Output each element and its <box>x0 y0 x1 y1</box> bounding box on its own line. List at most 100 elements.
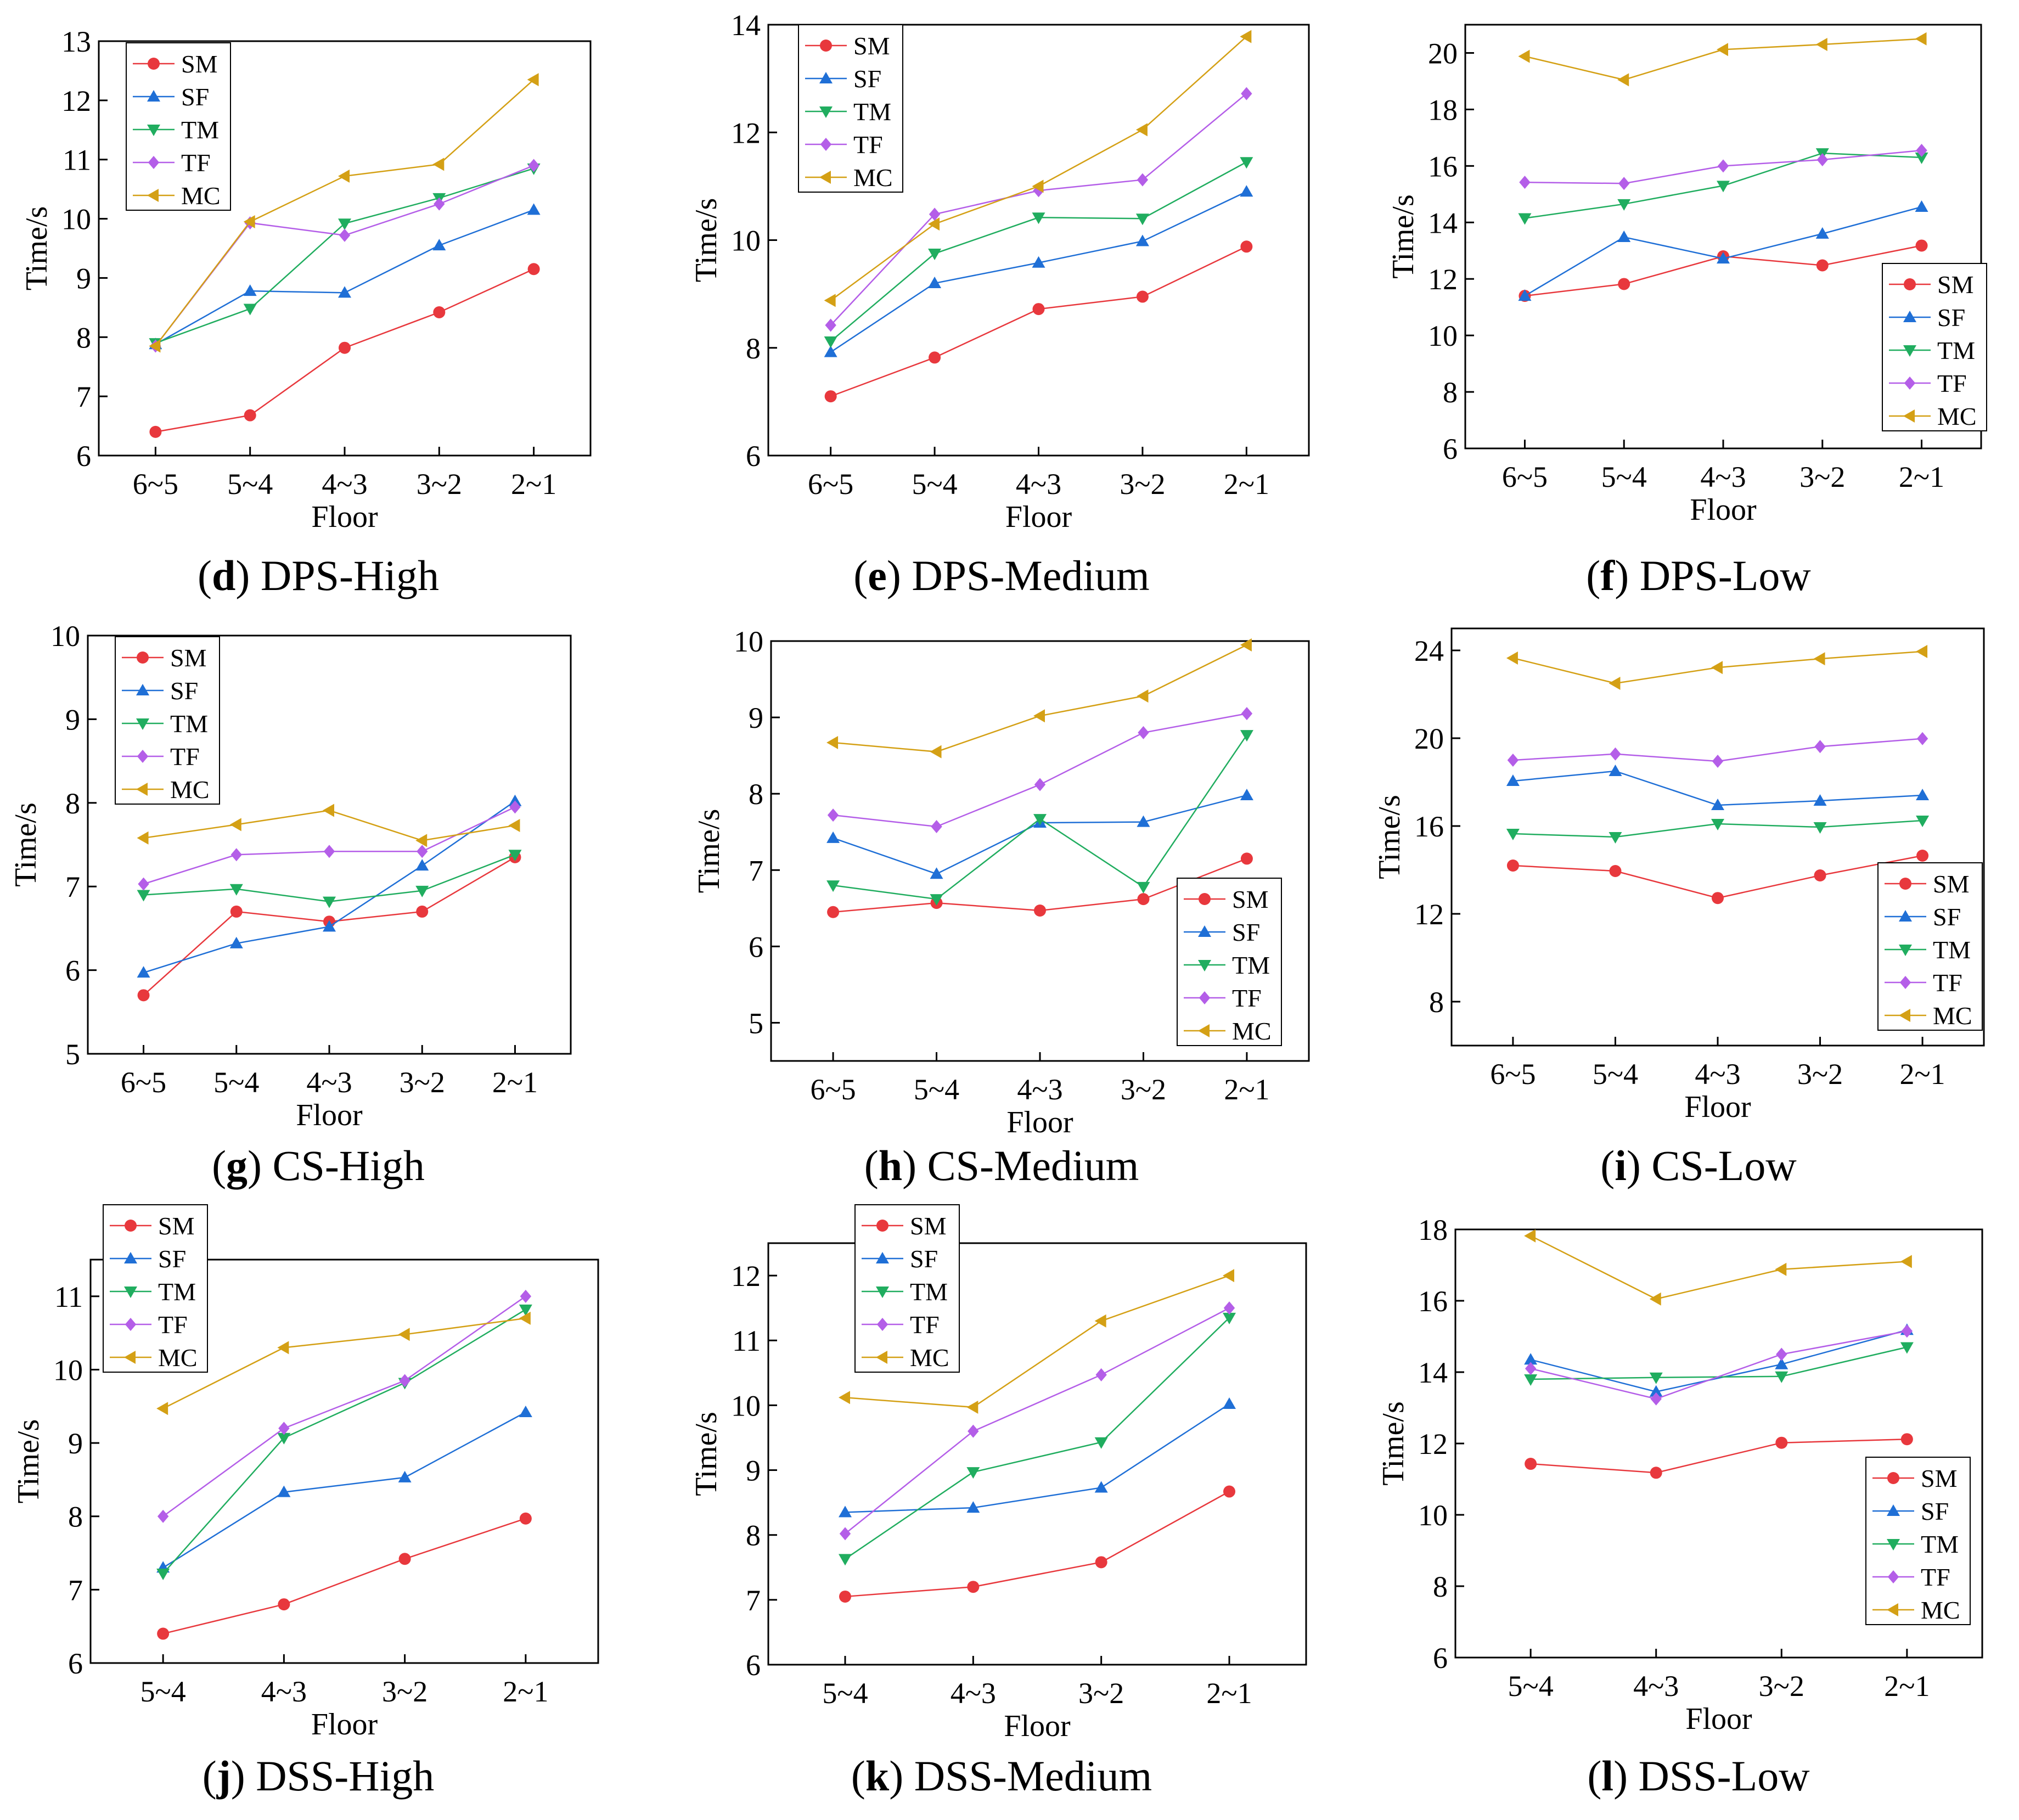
legend-label-mc: MC <box>1937 402 1977 430</box>
point-tm <box>1813 822 1827 834</box>
caption-letter: d <box>212 552 235 599</box>
legend-label-mc: MC <box>170 776 210 804</box>
point-mc <box>1240 30 1252 43</box>
x-tick-label: 4~3 <box>306 1066 352 1099</box>
caption-name: DSS-Medium <box>903 1752 1152 1800</box>
x-tick-label: 4~3 <box>1016 468 1061 501</box>
legend-label-sm: SM <box>853 32 890 60</box>
point-sm <box>839 1590 851 1603</box>
x-tick-label: 4~3 <box>1017 1073 1062 1106</box>
series-line-sf <box>833 794 1247 875</box>
point-mc <box>156 1402 168 1415</box>
point-tf <box>1241 87 1252 100</box>
point-sf <box>1915 200 1928 212</box>
series-line-tf <box>1530 1330 1908 1400</box>
point-tm <box>1617 199 1631 211</box>
x-tick-label: 3~2 <box>1797 1058 1843 1091</box>
point-mc <box>839 1391 850 1405</box>
legend-label-sf: SF <box>158 1245 186 1273</box>
point-sm <box>433 306 446 318</box>
y-axis-title: Time/s <box>692 809 726 894</box>
point-sf <box>398 1470 412 1482</box>
point-sm <box>1816 259 1829 272</box>
point-sm <box>244 409 256 422</box>
y-tick-label: 6 <box>65 954 80 987</box>
caption-name: DPS-High <box>250 552 439 599</box>
legend-marker-mc <box>1198 1024 1210 1037</box>
point-sm <box>1916 850 1929 862</box>
point-tf <box>1519 176 1531 189</box>
legend-marker-tf <box>820 138 832 151</box>
x-tick-label: 2~1 <box>1899 460 1944 493</box>
point-sf <box>1711 799 1724 810</box>
point-sm <box>1712 892 1724 905</box>
point-mc <box>1518 49 1530 63</box>
legend-label-sf: SF <box>170 677 198 705</box>
legend-marker-sf <box>136 684 149 695</box>
point-tm <box>508 850 522 862</box>
panel-caption: (d) DPS-High <box>198 552 439 599</box>
point-mc <box>1775 1262 1787 1276</box>
caption-paren-open: ( <box>198 552 212 599</box>
series-line-mc <box>143 810 515 841</box>
y-tick-label: 14 <box>1418 1356 1448 1389</box>
y-tick-label: 10 <box>61 203 91 236</box>
point-sf <box>1032 256 1045 268</box>
x-tick-label: 2~1 <box>1899 1058 1945 1091</box>
legend-marker-mc <box>1899 1009 1910 1022</box>
x-tick-label: 2~1 <box>1224 468 1269 501</box>
point-sm <box>519 1512 532 1525</box>
point-mc <box>519 1311 531 1325</box>
point-mc <box>1032 179 1044 193</box>
y-tick-label: 16 <box>1428 150 1458 183</box>
point-sf <box>1137 815 1150 827</box>
legend-label-sf: SF <box>1232 918 1260 946</box>
legend-box <box>126 42 231 211</box>
panel-l: 6 8 10 12 14 16 18 5~4 4~3 3~2 2~1 Floor Time/s SM SF T… <box>1376 1214 1983 1800</box>
legend-marker-tm <box>1887 1539 1900 1551</box>
point-tf <box>1138 726 1149 739</box>
point-sm <box>278 1598 290 1611</box>
legend-marker-sf <box>876 1252 889 1263</box>
y-tick-label: 7 <box>746 1584 761 1617</box>
point-tm <box>229 884 243 896</box>
point-tm <box>1900 1342 1914 1354</box>
point-sf <box>229 936 243 948</box>
x-tick-label: 5~4 <box>1601 460 1647 493</box>
point-mc <box>338 169 350 183</box>
y-axis-title: Time/s <box>689 198 723 283</box>
x-tick-label: 4~3 <box>261 1675 307 1708</box>
point-tm <box>1135 214 1149 226</box>
series-line-tm <box>162 1308 526 1574</box>
point-sf <box>415 859 429 871</box>
series-line-tm <box>143 854 515 902</box>
point-mc <box>1223 1269 1234 1283</box>
point-sf <box>277 1485 291 1497</box>
point-mc <box>1649 1292 1661 1306</box>
point-sm <box>929 351 941 364</box>
y-tick-label: 8 <box>746 332 761 365</box>
y-tick-label: 7 <box>749 854 763 887</box>
point-sf <box>243 284 257 296</box>
legend-marker-sf <box>147 90 160 102</box>
x-axis-title: Floor <box>311 1707 378 1742</box>
y-tick-label: 10 <box>731 224 761 257</box>
y-tick-label: 11 <box>732 1324 761 1357</box>
x-tick-label: 2~1 <box>492 1066 538 1099</box>
legend-label-sf: SF <box>1937 304 1965 332</box>
y-tick-label: 7 <box>76 380 91 413</box>
x-tick-label: 5~4 <box>912 468 957 501</box>
point-mc <box>415 834 428 847</box>
y-tick-label: 13 <box>61 25 91 58</box>
legend-label-tm: TM <box>1937 336 1975 364</box>
point-tf <box>1610 747 1621 761</box>
panel-caption: (h) CS-Medium <box>864 1142 1139 1189</box>
point-tm <box>519 1304 532 1316</box>
point-mc <box>1524 1229 1536 1243</box>
panel-caption: (k) DSS-Medium <box>851 1752 1152 1800</box>
panel-g: 5 6 7 8 9 10 6~5 5~4 4~3 3~2 2~1 Floor Time/s SM SF TM T… <box>9 620 572 1189</box>
point-tf <box>1507 754 1519 767</box>
legend-marker-sm <box>137 651 149 664</box>
point-tm <box>243 304 257 316</box>
legend-marker-sm <box>820 40 832 52</box>
